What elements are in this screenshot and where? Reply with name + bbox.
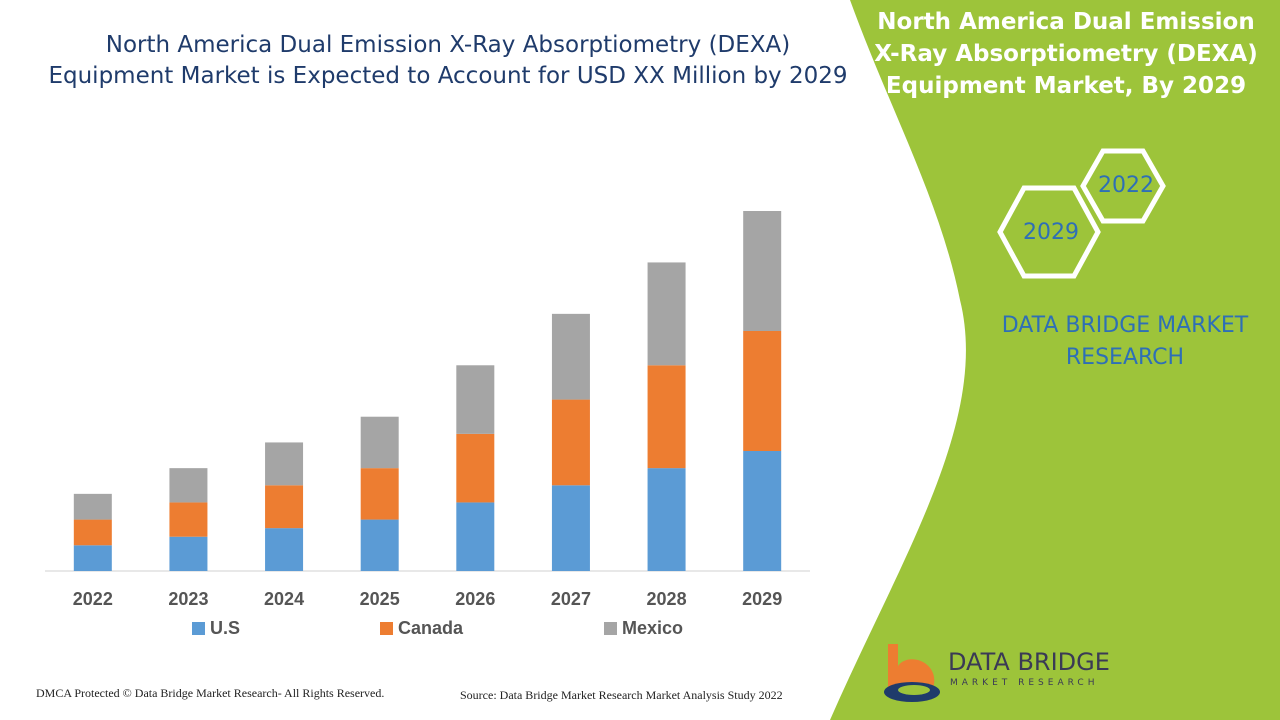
side-panel-title: North America Dual Emission X-Ray Absorp… [874,9,1258,99]
year-hexagons: 2022 2029 [995,148,1175,280]
hex-label-2029: 2029 [1023,220,1079,245]
bar-mexico-2022 [73,493,112,520]
logo-tagline: MARKET RESEARCH [950,678,1099,688]
bar-us-2026 [456,502,495,571]
legend-item-mexico: Mexico [604,617,683,639]
bar-us-2023 [169,536,208,571]
bar-us-2028 [647,468,686,571]
x-tick-label-2023: 2023 [168,589,208,609]
bar-canada-2025 [360,468,399,520]
legend-label-mexico: Mexico [622,617,684,638]
bar-canada-2027 [551,399,590,486]
x-tick-label-2022: 2022 [73,589,113,609]
x-tick-label-2026: 2026 [455,589,495,609]
x-tick-label-2027: 2027 [551,589,591,609]
bar-us-2029 [743,451,782,571]
bar-us-2027 [551,485,590,571]
bar-canada-2029 [743,331,782,451]
page-title: North America Dual Emission X-Ray Absorp… [48,32,848,89]
logo-name: DATA BRIDGE [948,648,1110,676]
legend-swatch-mexico [604,621,617,635]
bar-us-2025 [360,519,399,571]
stacked-bar-chart: 2022 2023 2024 2025 2026 2027 2028 2029 [45,211,810,609]
x-tick-label-2028: 2028 [647,589,687,609]
legend-label-us: U.S [210,617,241,638]
source-note: Source: Data Bridge Market Research Mark… [460,688,783,702]
green-wave-shape [830,0,1280,720]
legend-label-canada: Canada [398,617,464,638]
bar-us-2024 [265,528,304,571]
copyright-notice: DMCA Protected © Data Bridge Market Rese… [36,686,385,700]
bar-mexico-2025 [360,416,399,469]
bar-mexico-2027 [551,313,590,400]
bar-mexico-2024 [265,442,304,486]
legend-swatch-canada [380,621,393,635]
bar-mexico-2026 [456,365,495,434]
bar-canada-2024 [265,485,304,529]
logo-mark-icon [884,644,940,702]
legend-item-us: U.S [192,617,240,639]
legend-item-canada: Canada [380,617,463,639]
brand-text: DATA BRIDGE MARKET RESEARCH [1001,313,1249,370]
hex-label-2022: 2022 [1098,173,1154,198]
x-tick-label-2025: 2025 [360,589,400,609]
legend-swatch-us [192,621,205,635]
hexagon-2029 [997,185,1101,279]
bar-canada-2026 [456,433,495,503]
bar-us-2022 [73,545,112,571]
bar-canada-2023 [169,502,208,537]
x-tick-label-2029: 2029 [742,589,782,609]
bar-mexico-2029 [743,211,782,331]
bar-canada-2028 [647,365,686,469]
bar-mexico-2028 [647,262,686,366]
bar-canada-2022 [73,519,112,546]
hexagon-2022 [1080,148,1166,224]
company-logo: DATA BRIDGE MARKET RESEARCH [880,640,1110,708]
bar-mexico-2023 [169,468,208,503]
x-tick-label-2024: 2024 [264,589,304,609]
